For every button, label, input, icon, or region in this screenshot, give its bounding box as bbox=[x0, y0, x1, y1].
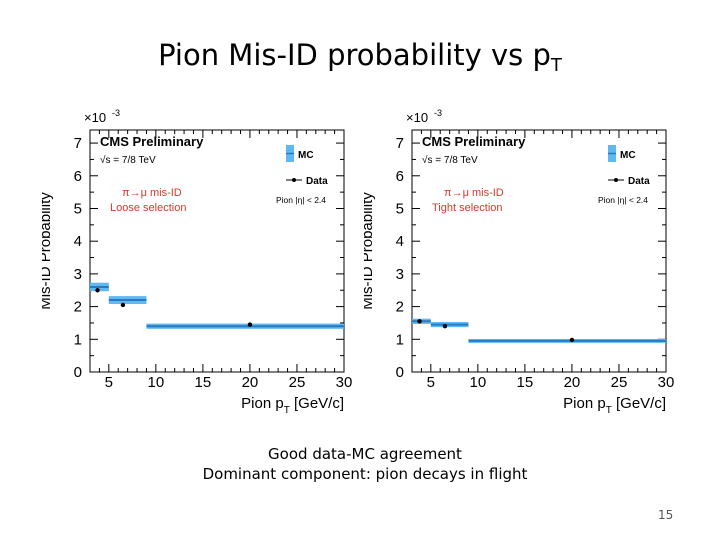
y-tick-label: 3 bbox=[396, 266, 404, 283]
y-tick-label: 6 bbox=[74, 168, 82, 185]
plot-loose-selection: 0 1 2 3 4 5 6 7 5 10 15 20 25 30 ×10 -3 Mis-ID Probabili… bbox=[42, 100, 362, 420]
data-point bbox=[569, 337, 575, 343]
x-tick-label: 30 bbox=[336, 374, 353, 391]
x-axis-title: Pion pT [GeV/c] bbox=[241, 395, 344, 416]
slide-title-text: Pion Mis-ID probability vs p bbox=[158, 38, 551, 72]
y-tick-label: 5 bbox=[396, 200, 404, 217]
experiment-label: CMS Preliminary bbox=[100, 134, 204, 149]
y-tick-label: 2 bbox=[74, 299, 82, 316]
x-tick-label: 30 bbox=[658, 374, 675, 391]
plot-frame bbox=[89, 129, 345, 373]
x-tick-label: 20 bbox=[564, 374, 581, 391]
x-tick-label: 5 bbox=[427, 374, 435, 391]
selection-title: π→μ mis-ID bbox=[122, 187, 182, 199]
x-tick-label: 20 bbox=[242, 374, 259, 391]
y-tick-label: 6 bbox=[396, 168, 404, 185]
legend-mc-label: MC bbox=[298, 150, 314, 161]
selection-title: π→μ mis-ID bbox=[444, 187, 504, 199]
y-tick-label: 7 bbox=[74, 135, 82, 152]
x-tick-label: 25 bbox=[289, 374, 306, 391]
x-tick-label: 15 bbox=[195, 374, 212, 391]
data-point bbox=[120, 302, 126, 308]
y-tick-label: 4 bbox=[74, 233, 82, 250]
data-point bbox=[417, 319, 422, 324]
legend-data-label: Data bbox=[306, 176, 328, 187]
caption-line-2: Dominant component: pion decays in fligh… bbox=[202, 465, 528, 483]
experiment-label: CMS Preliminary bbox=[422, 134, 526, 149]
y-tick-label: 5 bbox=[74, 200, 82, 217]
x-tick-label: 10 bbox=[148, 374, 165, 391]
y-tick-label: 3 bbox=[74, 266, 82, 283]
caption-line-1: Good data-MC agreement bbox=[268, 445, 462, 463]
y-multiplier-label: ×10 bbox=[406, 110, 428, 125]
y-multiplier-label: ×10 bbox=[84, 110, 106, 125]
y-axis-title: Mis-ID Probability bbox=[364, 192, 376, 310]
x-tick-label: 10 bbox=[470, 374, 487, 391]
legend-data-marker bbox=[292, 178, 296, 182]
y-axis-title: Mis-ID Probability bbox=[42, 192, 54, 310]
caption: Good data-MC agreement Dominant componen… bbox=[0, 444, 720, 484]
y-multiplier-exponent: -3 bbox=[434, 108, 442, 118]
x-tick-label: 15 bbox=[517, 374, 534, 391]
plot-frame bbox=[411, 129, 667, 373]
selection-label: Tight selection bbox=[432, 202, 503, 214]
y-tick-label: 7 bbox=[396, 135, 404, 152]
y-tick-label: 0 bbox=[396, 364, 404, 381]
data-point bbox=[442, 324, 448, 329]
eta-cut-label: Pion |η| < 2.4 bbox=[598, 195, 648, 205]
x-tick-label: 25 bbox=[611, 374, 628, 391]
plot-tight-svg: 0 1 2 3 4 5 6 7 5 10 15 20 25 30 ×10 -3 Mis-ID Probabili… bbox=[364, 108, 675, 416]
x-axis-title: Pion pT [GeV/c] bbox=[563, 395, 666, 416]
y-tick-label: 1 bbox=[396, 331, 404, 348]
y-tick-label: 4 bbox=[396, 233, 404, 250]
slide-title-subscript: T bbox=[550, 55, 562, 76]
x-tick-label: 5 bbox=[105, 374, 113, 391]
legend-data-label: Data bbox=[628, 176, 650, 187]
y-multiplier-exponent: -3 bbox=[112, 108, 120, 118]
energy-label: √s = 7/8 TeV bbox=[100, 154, 156, 166]
legend-mc-label: MC bbox=[620, 150, 636, 161]
y-tick-label: 1 bbox=[74, 331, 82, 348]
data-point bbox=[95, 288, 100, 293]
legend-data-marker bbox=[614, 178, 618, 182]
energy-label: √s = 7/8 TeV bbox=[422, 154, 478, 166]
selection-label: Loose selection bbox=[110, 202, 186, 214]
slide-title: Pion Mis-ID probability vs pT bbox=[0, 38, 720, 76]
plot-tight-selection: 0 1 2 3 4 5 6 7 5 10 15 20 25 30 ×10 -3 Mis-ID Probabili… bbox=[364, 100, 684, 420]
y-tick-label: 0 bbox=[74, 364, 82, 381]
eta-cut-label: Pion |η| < 2.4 bbox=[276, 195, 326, 205]
plot-loose-svg: 0 1 2 3 4 5 6 7 5 10 15 20 25 30 ×10 -3 Mis-ID Probabili… bbox=[42, 108, 353, 416]
y-tick-label: 2 bbox=[396, 299, 404, 316]
data-point bbox=[247, 322, 253, 327]
page-number: 15 bbox=[658, 508, 674, 522]
